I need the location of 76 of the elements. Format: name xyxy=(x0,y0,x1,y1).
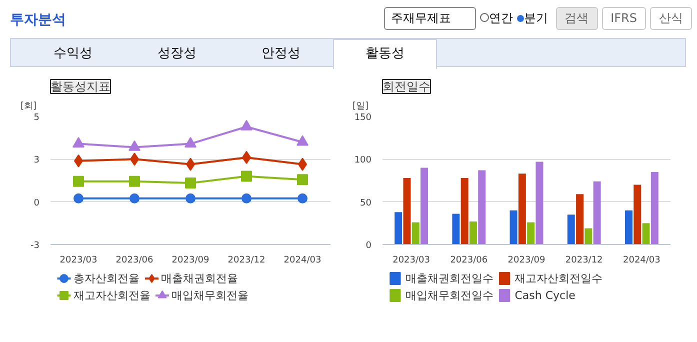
text: 수익성 xyxy=(52,45,94,63)
bar xyxy=(469,221,477,244)
y-tick-label: 150 xyxy=(354,113,372,123)
point xyxy=(185,178,196,189)
text: 안정성 xyxy=(260,45,302,63)
x-tick-label: 2023/12 xyxy=(565,256,603,266)
text: 주재무제표 xyxy=(384,7,476,30)
text: 투자분석 xyxy=(10,11,66,30)
bar xyxy=(412,222,420,244)
text: 분기 xyxy=(524,11,548,25)
bar xyxy=(593,181,601,244)
y-tick-label: 50 xyxy=(360,198,372,208)
bar xyxy=(527,222,535,244)
bar xyxy=(420,168,428,244)
y-tick-label: 0 xyxy=(366,241,372,251)
bar xyxy=(634,184,642,244)
text: IFRS xyxy=(602,7,646,30)
text: 활동성 xyxy=(333,39,437,69)
text: 산식 xyxy=(650,7,692,30)
point xyxy=(296,135,308,146)
point xyxy=(74,193,84,204)
point xyxy=(72,136,84,148)
point xyxy=(240,120,252,130)
bar xyxy=(452,214,460,244)
x-tick-label: 2023/03 xyxy=(392,256,430,266)
bar xyxy=(567,214,575,244)
bar xyxy=(394,212,402,244)
y-axis-title: [일] xyxy=(352,102,369,112)
y-tick-label: 100 xyxy=(354,156,372,166)
bar xyxy=(576,194,584,244)
x-tick-label: 2023/06 xyxy=(450,256,488,266)
bar xyxy=(584,228,592,244)
legend-label: 재고자산회전일수 xyxy=(514,272,603,285)
bar xyxy=(478,170,486,244)
bar xyxy=(650,172,658,244)
bar xyxy=(403,178,411,244)
point xyxy=(129,176,140,187)
legend-label: 재고자산회전율 xyxy=(73,289,150,302)
bar xyxy=(518,174,526,244)
point xyxy=(184,136,196,148)
y-tick-label: 5 xyxy=(34,113,40,123)
legend-label: 총자산회전율 xyxy=(73,272,140,285)
chart-title: 활동성지표 xyxy=(50,80,110,94)
legend-label: 매입채무회전율 xyxy=(172,289,249,302)
text: 연간 xyxy=(488,11,513,25)
bar xyxy=(624,210,632,244)
point xyxy=(128,140,140,151)
text: 성장성 xyxy=(156,45,198,63)
x-tick-label: 2023/09 xyxy=(508,256,546,266)
x-tick-label: 2023/12 xyxy=(228,256,266,266)
y-tick-label: 0 xyxy=(34,198,40,208)
bar xyxy=(510,210,518,244)
legend-label: 매입채무회전일수 xyxy=(405,289,494,302)
x-tick-label: 2024/03 xyxy=(623,256,660,266)
x-tick-label: 2023/06 xyxy=(116,256,154,266)
bar xyxy=(536,162,544,244)
point xyxy=(186,193,196,204)
point xyxy=(73,176,84,187)
x-tick-label: 2023/03 xyxy=(60,256,98,266)
point xyxy=(297,174,308,186)
bar xyxy=(460,178,468,244)
legend-label: 매출채권회전율 xyxy=(161,272,238,285)
y-tick-label: 3 xyxy=(34,156,40,166)
y-axis-title: [회] xyxy=(20,102,37,112)
x-tick-label: 2023/09 xyxy=(172,256,210,266)
point xyxy=(130,193,140,204)
x-tick-label: 2024/03 xyxy=(284,256,322,266)
chart-title: 회전일수 xyxy=(382,80,430,94)
legend-label: Cash Cycle xyxy=(514,289,576,302)
bar xyxy=(642,223,650,244)
text: 검색 xyxy=(556,7,598,30)
point xyxy=(298,193,308,204)
point xyxy=(242,193,252,204)
point xyxy=(241,170,252,182)
y-tick-label: -3 xyxy=(30,241,40,251)
legend-label: 매출채권회전일수 xyxy=(405,272,494,285)
